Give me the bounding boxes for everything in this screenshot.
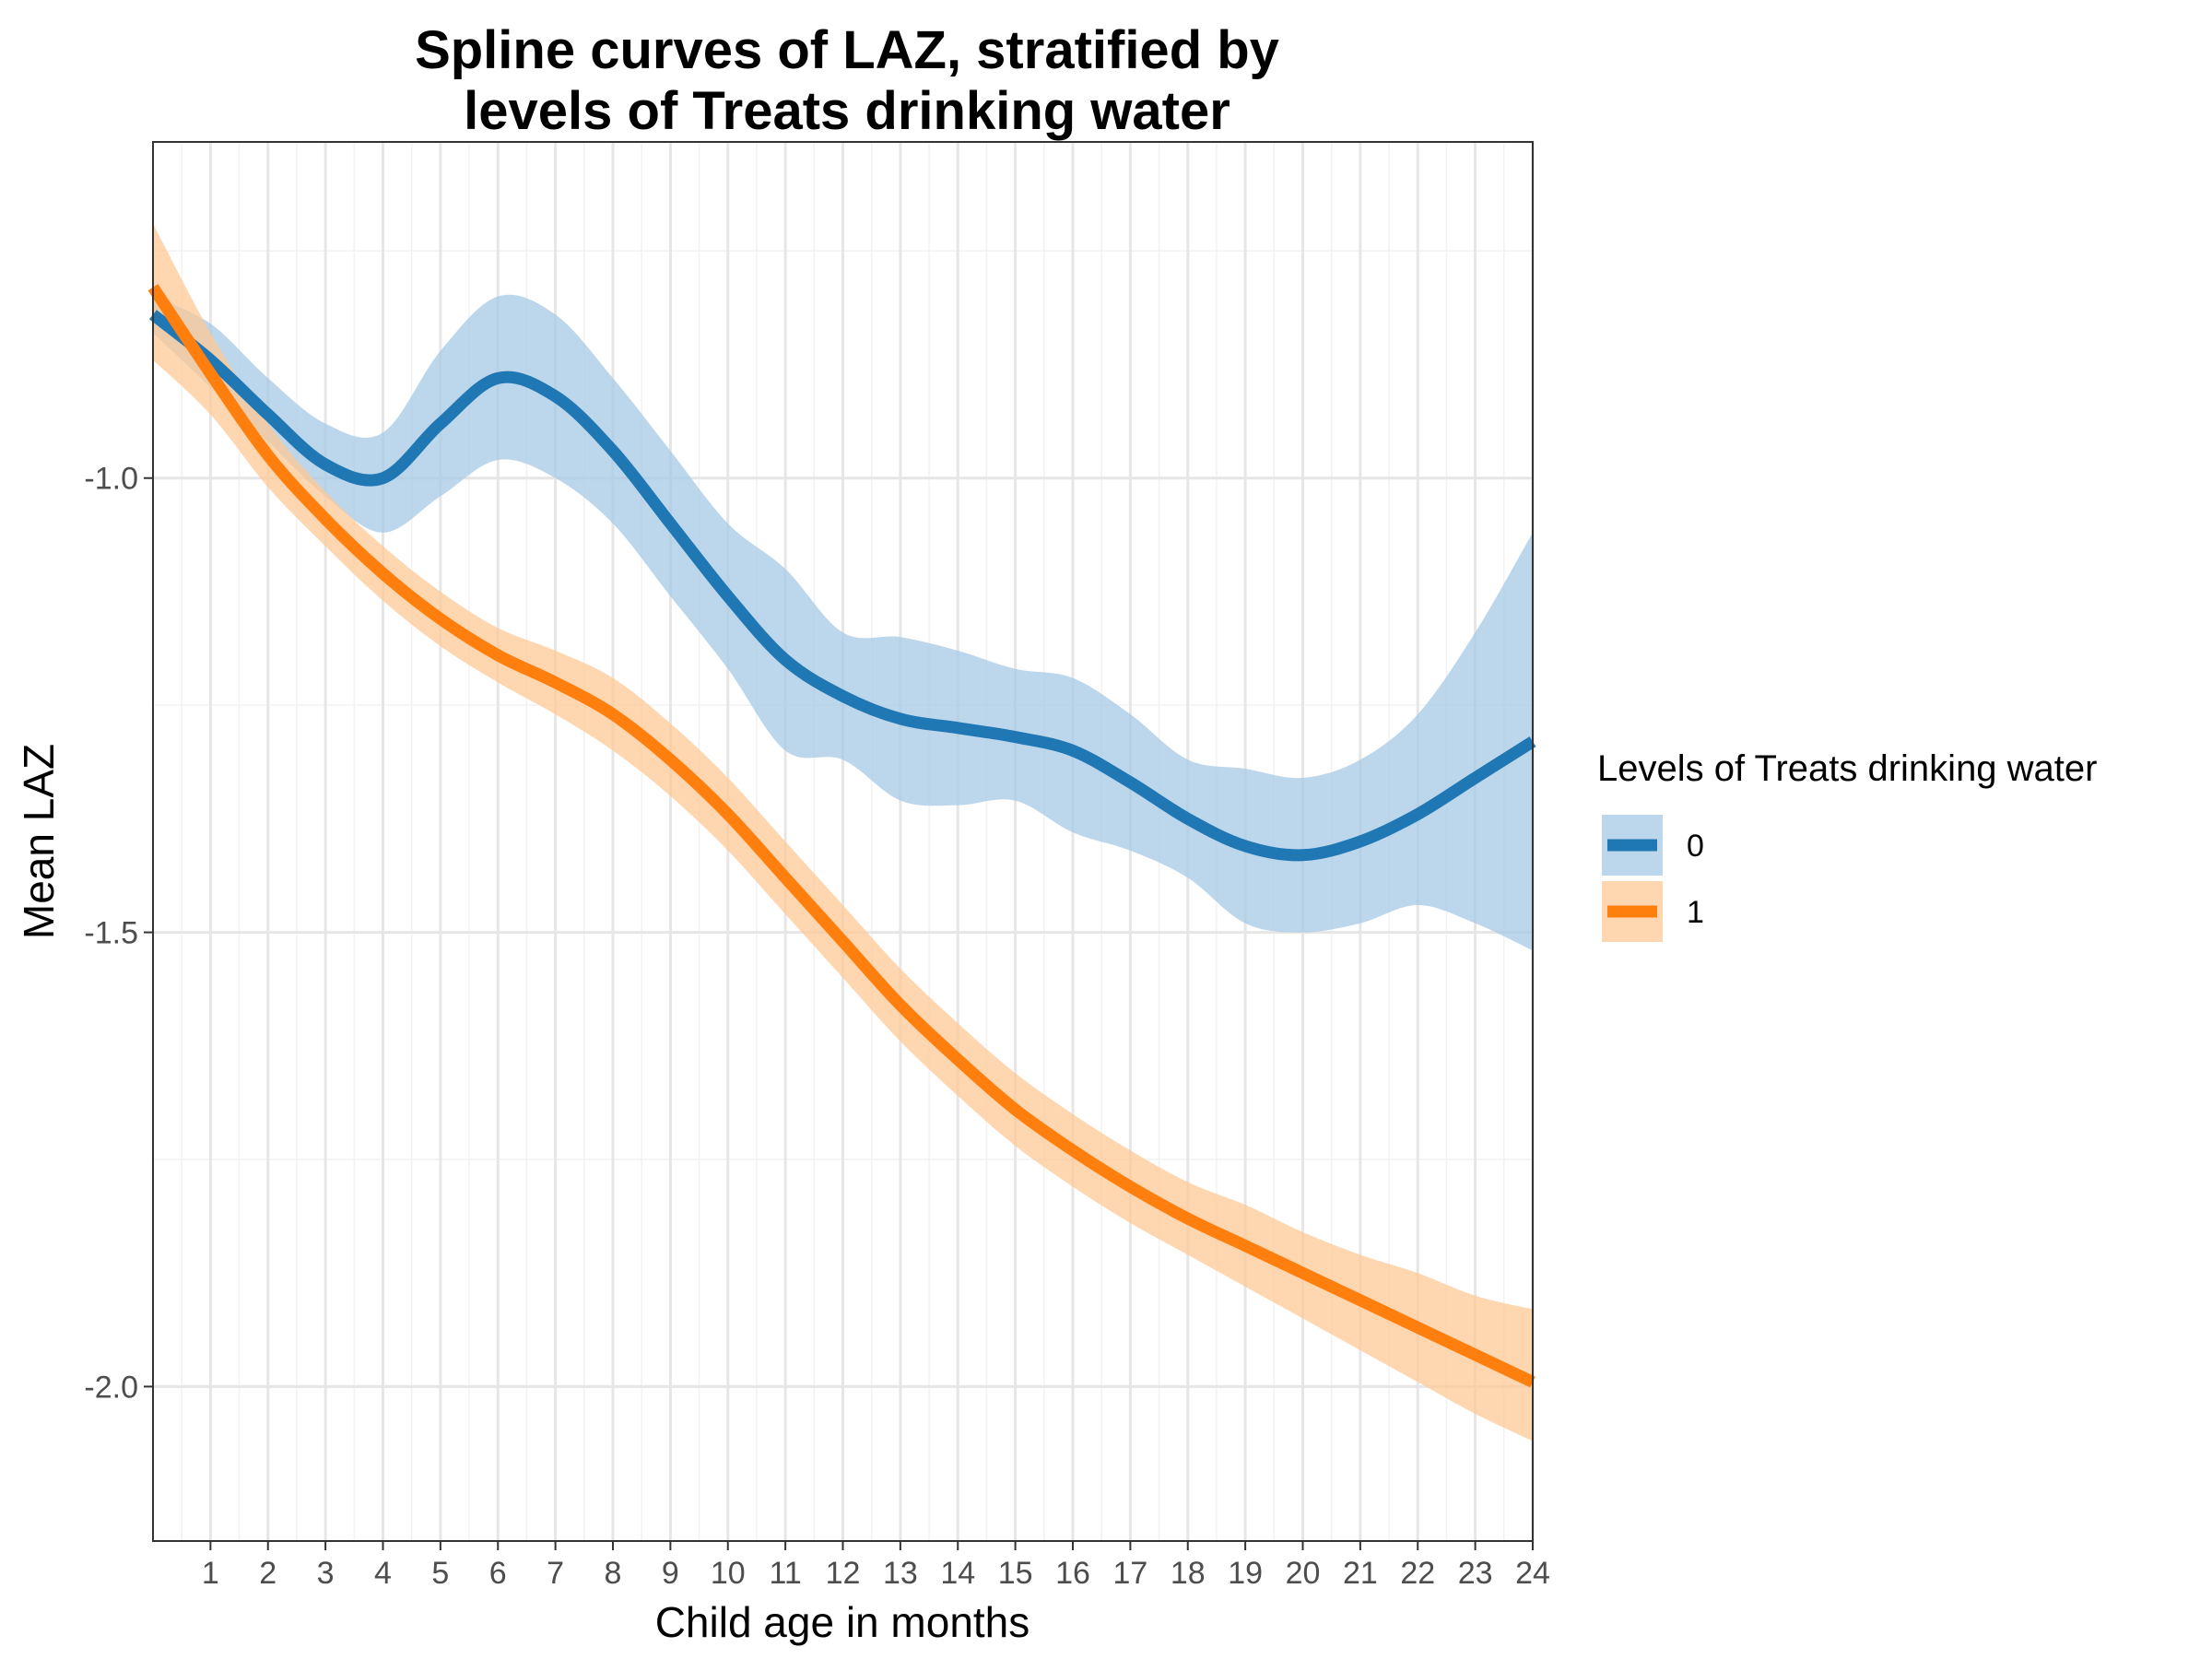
chart-title-line-2: levels of Treats drinking water	[464, 81, 1230, 141]
spline-line-0	[148, 310, 1536, 862]
x-tick-label: 12	[826, 1556, 861, 1591]
x-tick-label: 22	[1400, 1556, 1435, 1591]
spline-line-1	[147, 284, 1535, 1388]
x-tick-label: 17	[1112, 1556, 1147, 1591]
x-axis-title: Child age in months	[655, 1598, 1030, 1646]
x-tick-label: 18	[1171, 1556, 1206, 1591]
spline-lines	[147, 284, 1536, 1388]
legend-title: Levels of Treats drinking water	[1597, 748, 2097, 789]
legend-keys: 01	[1602, 815, 1704, 942]
y-tick-label: -2.0	[84, 1370, 138, 1405]
x-tick-label: 5	[431, 1556, 449, 1591]
x-tick-label: 11	[769, 1556, 801, 1591]
legend-label-0: 0	[1687, 829, 1704, 864]
x-tick-label: 15	[998, 1556, 1033, 1591]
x-tick-label: 16	[1055, 1556, 1090, 1591]
x-tick-label: 1	[202, 1556, 219, 1591]
x-tick-label: 2	[259, 1556, 276, 1591]
x-tick-label: 13	[883, 1556, 918, 1591]
x-tick-label: 23	[1458, 1556, 1493, 1591]
x-tick-label: 21	[1343, 1556, 1378, 1591]
y-axis-ticks: -1.0 -1.5 -2.0	[84, 462, 153, 1405]
x-tick-label: 3	[317, 1556, 335, 1591]
confidence-band-0	[153, 294, 1533, 951]
y-axis-title: Mean LAZ	[15, 744, 63, 939]
x-tick-label: 20	[1286, 1556, 1321, 1591]
x-tick-label: 10	[711, 1556, 746, 1591]
x-tick-label: 9	[662, 1556, 679, 1591]
x-tick-label: 19	[1228, 1556, 1263, 1591]
x-tick-label: 4	[374, 1556, 392, 1591]
y-tick-label: -1.0	[84, 462, 138, 497]
legend: Levels of Treats drinking water 01	[1597, 748, 2097, 942]
y-tick-label: -1.5	[84, 916, 138, 951]
x-tick-label: 8	[605, 1556, 622, 1591]
chart-title-line-1: Spline curves of LAZ, stratified by	[415, 20, 1279, 80]
x-tick-label: 6	[489, 1556, 507, 1591]
legend-label-1: 1	[1687, 895, 1704, 930]
x-axis-ticks: 1 2 3 4 5 6 7 8 9 10 11 12 13 14 15 16 17 18 19 20 21 22 23 24	[202, 1541, 1550, 1591]
x-tick-label: 14	[940, 1556, 975, 1591]
x-tick-label: 24	[1515, 1556, 1550, 1591]
x-tick-label: 7	[547, 1556, 564, 1591]
